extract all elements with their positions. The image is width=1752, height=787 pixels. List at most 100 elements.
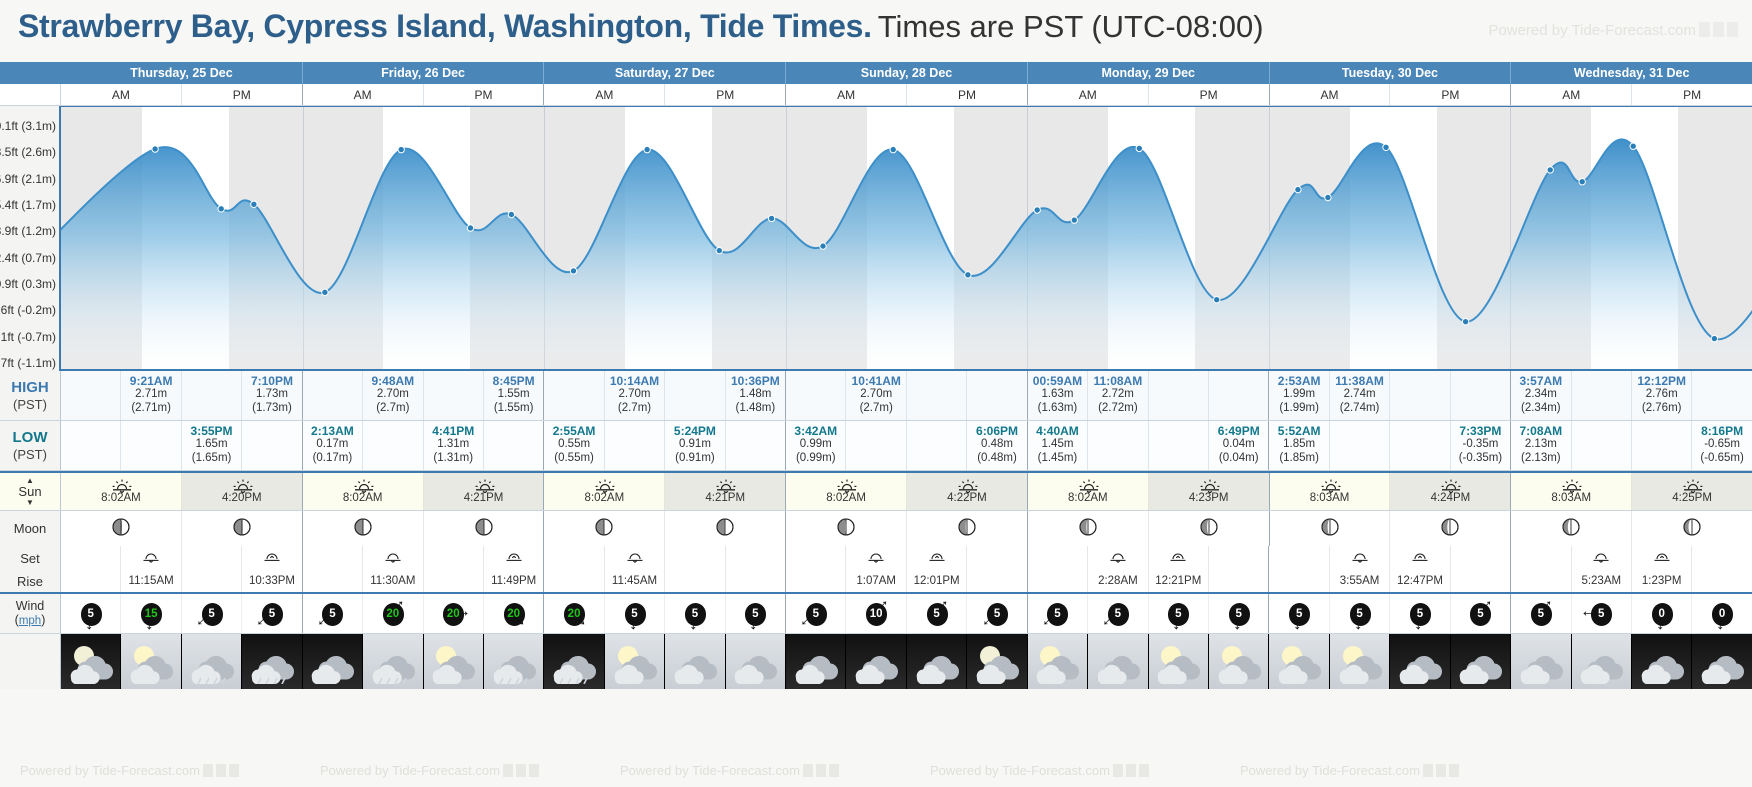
tide-height: 0.55m	[558, 438, 591, 451]
moon-set-cell	[967, 546, 1028, 570]
wind-cell: ↑ 10	[846, 594, 907, 633]
watermark-block-icon	[1422, 764, 1433, 777]
wind-speed-value: 5	[1537, 607, 1545, 620]
weather-icon-rain	[191, 655, 234, 684]
wind-blob	[322, 602, 344, 626]
wind-blob	[1107, 602, 1129, 626]
sunset-cell: 4:24PM	[1390, 473, 1512, 510]
day-separator	[544, 107, 546, 369]
moon-phase-cell	[907, 511, 1028, 546]
weather-icon-rain	[372, 655, 415, 684]
weather-icon-cloudy	[735, 655, 778, 684]
tide-height-alt: (2.76m)	[1641, 401, 1682, 414]
wind-badge: ↑ 0	[1647, 599, 1677, 635]
moon-rise-label-text: Rise	[16, 573, 43, 589]
wind-speed-value: 20	[567, 607, 581, 620]
low-tide-cell	[1390, 421, 1451, 470]
tide-height: -0.35m	[1462, 438, 1499, 451]
tide-curve-svg	[61, 138, 1752, 369]
tide-time: 8:45PM	[492, 374, 535, 388]
moon-set-cell	[1631, 546, 1693, 570]
tide-time: 6:06PM	[976, 424, 1019, 438]
weather-icon-cell	[1088, 634, 1149, 689]
moon-rise-cell: 11:45AM	[604, 570, 666, 592]
moon-set-cell	[604, 546, 666, 570]
y-axis-tick-3: 6.9ft (2.1m)	[0, 171, 56, 186]
wind-cell: ↑ 20	[424, 594, 484, 633]
tide-extreme-marker-26	[1710, 334, 1719, 343]
moon-set-cell	[1390, 546, 1451, 570]
moon-rise-cell	[1027, 570, 1089, 592]
weather-icon-cell	[906, 634, 968, 689]
wind-badge: ↑ 20	[499, 599, 530, 631]
tide-height-alt: (-0.65m)	[1700, 451, 1744, 464]
wind-cell: ↑ 5	[61, 594, 122, 635]
wind-cell: ↑ 5	[1269, 594, 1330, 635]
wind-unit-link[interactable]: (mph)	[14, 612, 46, 627]
tide-extreme-marker-5	[397, 145, 405, 154]
tide-height: 1.73m	[255, 388, 288, 401]
tide-extreme-marker-9	[643, 145, 651, 154]
tide-height-alt: (0.99m)	[795, 451, 836, 464]
sunrise-icon	[1561, 479, 1582, 493]
tide-time: 2:55AM	[552, 424, 596, 438]
page-title: Strawberry Bay, Cypress Island, Washingt…	[18, 8, 872, 44]
footer-watermark-text: Powered by Tide-Forecast.com	[620, 763, 800, 778]
am-header-4: AM	[786, 84, 908, 105]
moon-set-cell	[1088, 546, 1149, 570]
wind-badge: ↑ 10	[861, 595, 893, 629]
wind-speed-value: 0	[1718, 607, 1726, 620]
sunset-time: 4:21PM	[705, 492, 746, 504]
wind-cell: ↑ 5	[1028, 594, 1089, 633]
high-tide-cell	[181, 371, 243, 420]
tide-area-fill	[61, 139, 1752, 369]
wind-speed-value: 5	[87, 607, 94, 620]
low-tide-cell: 5:24PM 0.91m (0.91m)	[665, 421, 726, 470]
moon-phase-cell	[1269, 511, 1391, 546]
tide-extreme-marker-16	[1070, 216, 1078, 224]
moon-set-cell	[544, 546, 605, 570]
low-tide-cell: 2:55AM 0.55m (0.55m)	[544, 421, 605, 470]
sunset-icon	[474, 479, 494, 493]
tide-extreme-marker-19	[1294, 185, 1302, 194]
wind-blob	[1349, 602, 1371, 626]
low-tide-cell	[61, 421, 122, 470]
moon-phase-cell	[786, 511, 908, 546]
wind-badge: ↑ 5	[252, 599, 287, 631]
high-tide-row: HIGH (PST) 9:21AM 2.71m (2.71m) 7:10PM 1.73m…	[0, 371, 1752, 421]
low-tide-cell	[121, 421, 182, 470]
watermark-block-icon	[1435, 764, 1446, 777]
moon-set-cell	[483, 546, 545, 570]
low-tide-cell	[1571, 421, 1632, 470]
y-axis-tick-5: 3.9ft (1.2m)	[0, 224, 56, 239]
sunrise-cell: 8:02AM	[61, 473, 182, 510]
wind-badge: ↑ 5	[312, 599, 347, 631]
wind-cell: ↑ 20	[544, 594, 605, 633]
sunset-cell: 4:21PM	[423, 473, 545, 510]
wind-cell: ↑ 5	[786, 594, 847, 633]
low-tide-cell	[604, 421, 666, 470]
moon-phase-cell	[423, 511, 545, 546]
moon-rise-cell	[181, 570, 243, 592]
high-tide-cell	[1390, 371, 1451, 420]
tide-extreme-marker-23	[1546, 166, 1554, 174]
wind-blob	[805, 602, 827, 626]
wind-cell: ↑ 20	[484, 594, 545, 633]
weather-icon-cloudy-night	[312, 655, 355, 684]
y-axis-tick-6: 2.4ft (0.7m)	[0, 250, 56, 265]
weather-icon-cell	[665, 634, 726, 689]
moon-rise-cell: 2:28AM	[1088, 570, 1149, 592]
moon-rise-cell	[665, 570, 726, 592]
wind-blob	[866, 602, 888, 626]
high-tide-cell	[1571, 371, 1632, 420]
sunrise-cell: 8:03AM	[1511, 473, 1633, 510]
wind-badge: ↑ 5	[1284, 599, 1314, 635]
day-header-4: Sunday, 28 Dec	[786, 62, 1028, 84]
tide-time: 9:21AM	[129, 374, 173, 388]
weather-icon-partly-cloudy-day	[432, 645, 476, 684]
tide-height: -0.65m	[1704, 438, 1740, 451]
tide-extreme-marker-7	[507, 210, 516, 219]
moon-set-cell	[1571, 546, 1632, 570]
pm-header-2: PM	[424, 84, 545, 105]
wind-cell: ↑ 5	[1209, 594, 1270, 635]
